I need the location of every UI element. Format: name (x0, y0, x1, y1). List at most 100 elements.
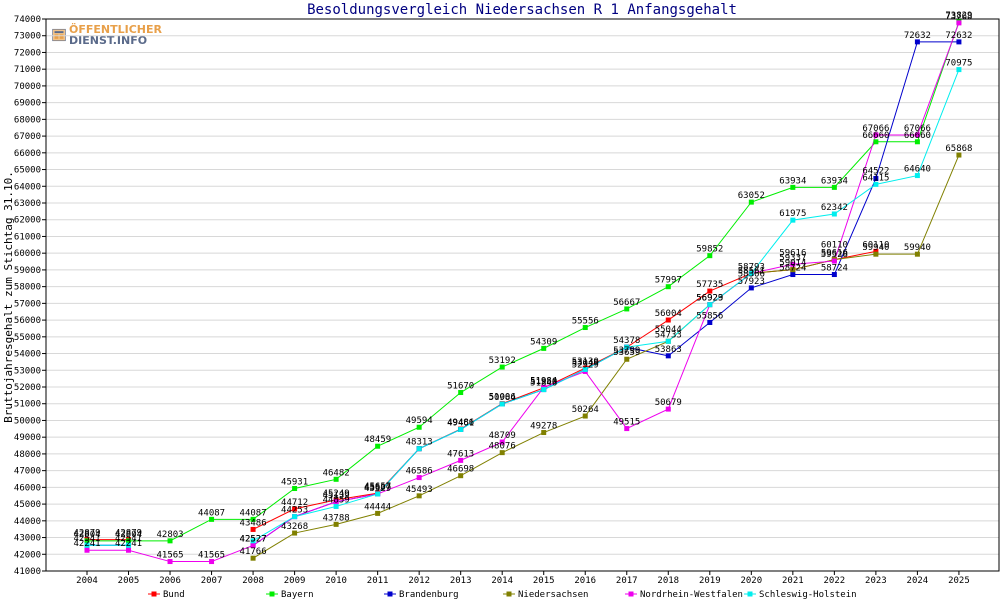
data-point (624, 344, 630, 350)
y-tick-label: 51000 (14, 400, 41, 410)
legend-swatch-point (269, 591, 275, 597)
data-label: 45249 (323, 489, 350, 499)
data-point (292, 486, 298, 492)
data-point (333, 503, 339, 509)
data-label: 57735 (696, 280, 723, 290)
x-tick-label: 2006 (159, 576, 181, 586)
data-point (914, 132, 920, 138)
y-tick-label: 42000 (14, 550, 41, 560)
y-tick-label: 54000 (14, 350, 41, 360)
x-tick-label: 2016 (574, 576, 596, 586)
data-label: 60110 (821, 240, 848, 250)
data-point (790, 261, 796, 267)
data-label: 63934 (779, 176, 806, 186)
data-label: 45139 (323, 491, 350, 501)
data-point (790, 267, 796, 273)
data-point (541, 430, 547, 436)
data-point (416, 424, 422, 430)
data-point (831, 272, 837, 278)
y-tick-label: 70000 (14, 82, 41, 92)
data-point (956, 67, 962, 73)
y-tick-label: 41000 (14, 567, 41, 577)
data-label: 42527 (240, 534, 267, 544)
data-point (748, 270, 754, 276)
data-label: 59940 (862, 243, 889, 253)
logo-line-2: DIENST.INFO (69, 33, 148, 47)
legend-entry: Niedersachsen (518, 590, 588, 600)
data-point (707, 319, 713, 325)
data-label: 51846 (530, 379, 557, 389)
data-point (333, 476, 339, 482)
data-label: 42241 (73, 539, 100, 549)
y-tick-label: 61000 (14, 232, 41, 242)
legend-swatch-point (151, 591, 157, 597)
data-label: 49461 (447, 418, 474, 428)
data-point (541, 387, 547, 393)
y-tick-label: 64000 (14, 182, 41, 192)
data-label: 57923 (738, 277, 765, 287)
data-point (873, 139, 879, 145)
x-tick-label: 2018 (657, 576, 679, 586)
y-tick-label: 71000 (14, 65, 41, 75)
data-label: 44087 (198, 508, 225, 518)
legend-entry: Schleswig-Holstein (759, 590, 857, 600)
data-label: 56667 (613, 298, 640, 308)
data-label: 57997 (655, 276, 682, 286)
logo-line-1: ÖFFENTLICHER (69, 22, 162, 36)
data-label: 42879 (73, 529, 100, 539)
data-label: 53799 (613, 346, 640, 356)
legend-entry: Bayern (281, 590, 314, 600)
series-line (252, 69, 960, 542)
data-point (250, 538, 256, 544)
data-label: 54378 (613, 336, 640, 346)
legend-swatch-point (628, 591, 634, 597)
data-label: 48459 (364, 435, 391, 445)
data-label: 67066 (862, 124, 889, 134)
data-label: 47613 (447, 449, 474, 459)
data-label: 45931 (281, 478, 308, 488)
y-tick-label: 66000 (14, 149, 41, 159)
data-point (624, 356, 630, 362)
data-point (790, 272, 796, 278)
legend-swatch-point (506, 591, 512, 597)
data-point (707, 253, 713, 259)
data-label: 49594 (406, 416, 433, 426)
data-label: 61975 (779, 209, 806, 219)
data-label: 46586 (406, 467, 433, 477)
data-point (126, 547, 132, 553)
data-label: 42804 (115, 530, 142, 540)
data-label: 53659 (613, 348, 640, 358)
y-tick-label: 67000 (14, 132, 41, 142)
data-label: 66660 (904, 131, 931, 141)
y-tick-label: 69000 (14, 99, 41, 109)
x-tick-label: 2024 (907, 576, 929, 586)
data-label: 48076 (489, 442, 516, 452)
data-label: 44859 (323, 495, 350, 505)
x-tick-label: 2013 (450, 576, 472, 586)
y-tick-label: 50000 (14, 416, 41, 426)
data-point (665, 284, 671, 290)
data-label: 55856 (696, 311, 723, 321)
data-label: 45493 (406, 485, 433, 495)
x-ticks: 2004 2005 2006 2007 2008 2009 2010 2011 2012 2013… (76, 571, 970, 586)
legend-swatch-point (387, 591, 393, 597)
x-tick-label: 2022 (824, 576, 846, 586)
data-label: 73829 (945, 11, 972, 21)
legend-entry: Brandenburg (399, 590, 459, 600)
data-label: 50679 (655, 398, 682, 408)
data-point (209, 559, 215, 565)
data-point (707, 302, 713, 308)
data-label: 59337 (779, 253, 806, 263)
legend-swatch-point (747, 591, 753, 597)
data-label: 43788 (323, 513, 350, 523)
data-label: 63934 (821, 176, 848, 186)
data-label: 56929 (696, 294, 723, 304)
data-point (84, 542, 90, 548)
data-label: 44444 (364, 502, 391, 512)
y-tick-label: 59000 (14, 266, 41, 276)
data-label: 42541 (115, 534, 142, 544)
data-point (416, 475, 422, 481)
data-point (873, 132, 879, 138)
data-point (956, 39, 962, 45)
x-tick-label: 2023 (865, 576, 887, 586)
